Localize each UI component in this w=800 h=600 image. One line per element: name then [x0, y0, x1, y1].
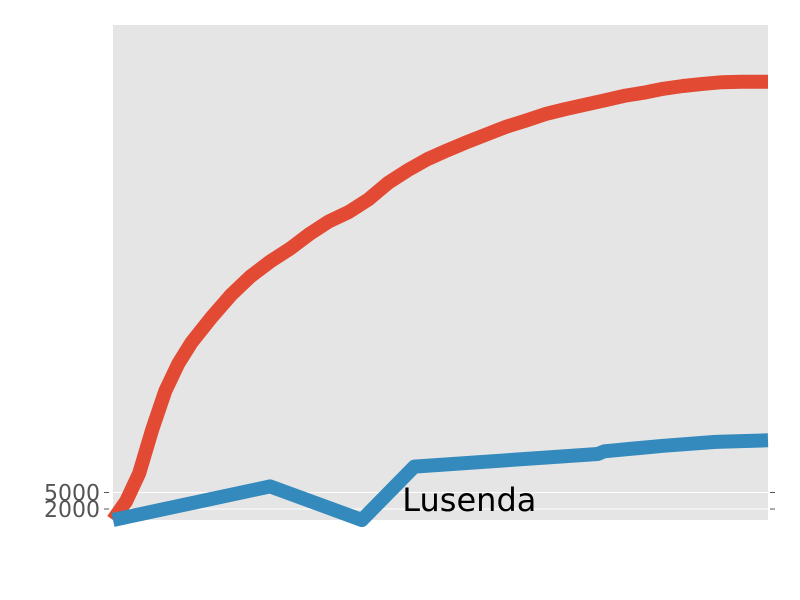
annotation-label: Lusenda [402, 481, 536, 519]
series-line-1 [107, 74, 768, 525]
series-lines [107, 74, 769, 527]
y-tick-label: 2000 [44, 498, 100, 523]
plot-area [113, 25, 768, 520]
y-tick-label: 5000 [44, 482, 100, 507]
series-line-2 [111, 433, 769, 527]
